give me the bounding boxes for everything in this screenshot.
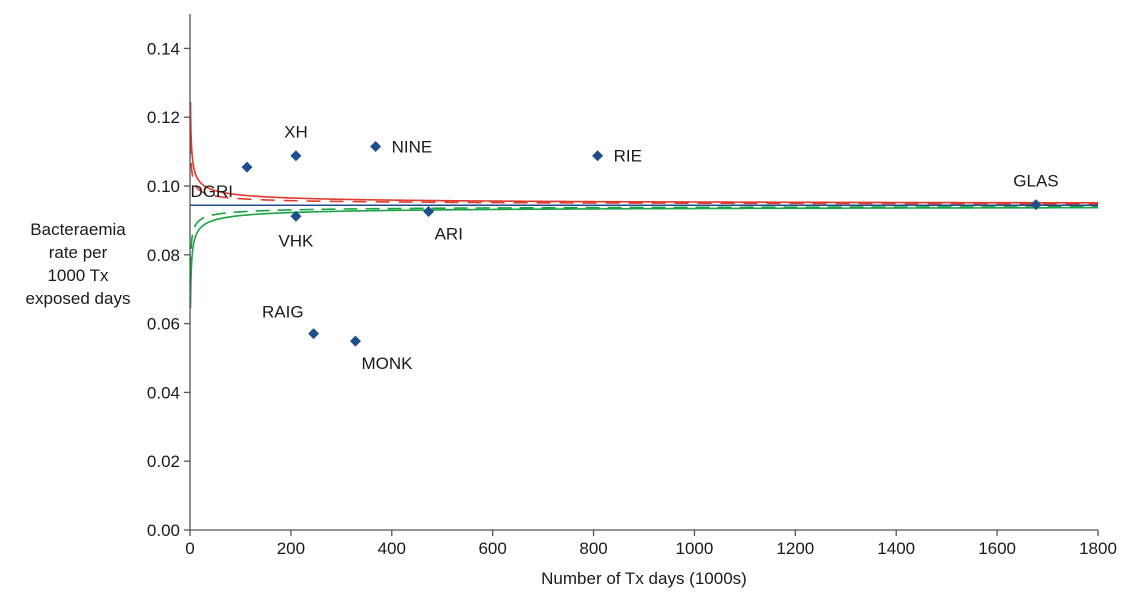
point-label-monk: MONK — [361, 354, 413, 373]
control-limit-lower-outer — [189, 206, 1098, 309]
data-point-rie — [592, 150, 604, 162]
y-ticks: 0.00 0.02 0.04 0.06 0.08 0.10 0.12 0.14 — [147, 39, 190, 540]
point-label-dgri: DGRI — [191, 182, 234, 201]
y-tick-label: 0.04 — [147, 383, 180, 402]
x-tick-label: 800 — [579, 539, 607, 558]
y-axis-title-line: exposed days — [26, 289, 131, 308]
x-ticks: 0 200 400 600 800 1000 1200 1400 1600 1800 — [185, 530, 1117, 558]
y-tick-label: 0.08 — [147, 246, 180, 265]
y-tick-label: 0.00 — [147, 521, 180, 540]
data-point-glas — [1030, 199, 1042, 211]
data-point-vhk — [290, 210, 302, 222]
point-label-glas: GLAS — [1013, 172, 1058, 191]
data-point-xh — [290, 150, 302, 162]
data-point-monk — [349, 335, 361, 347]
control-limit-lower-inner — [189, 206, 1098, 271]
x-tick-label: 400 — [378, 539, 406, 558]
point-label-nine: NINE — [392, 137, 433, 156]
y-axis-title-line: rate per — [49, 243, 108, 262]
point-label-ari: ARI — [435, 224, 463, 243]
x-tick-label: 1000 — [676, 539, 714, 558]
y-tick-label: 0.12 — [147, 108, 180, 127]
y-tick-label: 0.10 — [147, 177, 180, 196]
point-label-vhk: VHK — [278, 231, 314, 250]
point-label-raig: RAIG — [262, 303, 304, 322]
x-axis-title: Number of Tx days (1000s) — [541, 569, 747, 588]
data-point-ari — [423, 205, 435, 217]
point-label-xh: XH — [284, 123, 308, 142]
x-tick-label: 1400 — [877, 539, 915, 558]
control-limits — [189, 101, 1098, 309]
data-points: DGRI XH VHK NINE ARI RIE GLAS RAIG MONK — [191, 123, 1059, 373]
y-tick-label: 0.06 — [147, 315, 180, 334]
y-axis-title-line: Bacteraemia — [30, 220, 126, 239]
y-tick-label: 0.14 — [147, 39, 180, 58]
x-tick-label: 0 — [185, 539, 194, 558]
x-tick-label: 600 — [478, 539, 506, 558]
control-limit-upper-outer — [189, 101, 1098, 204]
x-tick-label: 1800 — [1079, 539, 1117, 558]
x-tick-label: 1600 — [978, 539, 1016, 558]
x-tick-label: 200 — [277, 539, 305, 558]
point-label-rie: RIE — [614, 147, 642, 166]
y-tick-label: 0.02 — [147, 452, 180, 471]
data-point-nine — [370, 140, 382, 152]
y-axis-title: Bacteraemia rate per 1000 Tx exposed days — [26, 220, 131, 308]
data-point-raig — [308, 328, 320, 340]
control-limit-upper-inner — [189, 139, 1098, 205]
x-tick-label: 1200 — [776, 539, 814, 558]
y-axis-title-line: 1000 Tx — [47, 266, 109, 285]
data-point-dgri — [241, 161, 253, 173]
axes — [189, 14, 1098, 531]
